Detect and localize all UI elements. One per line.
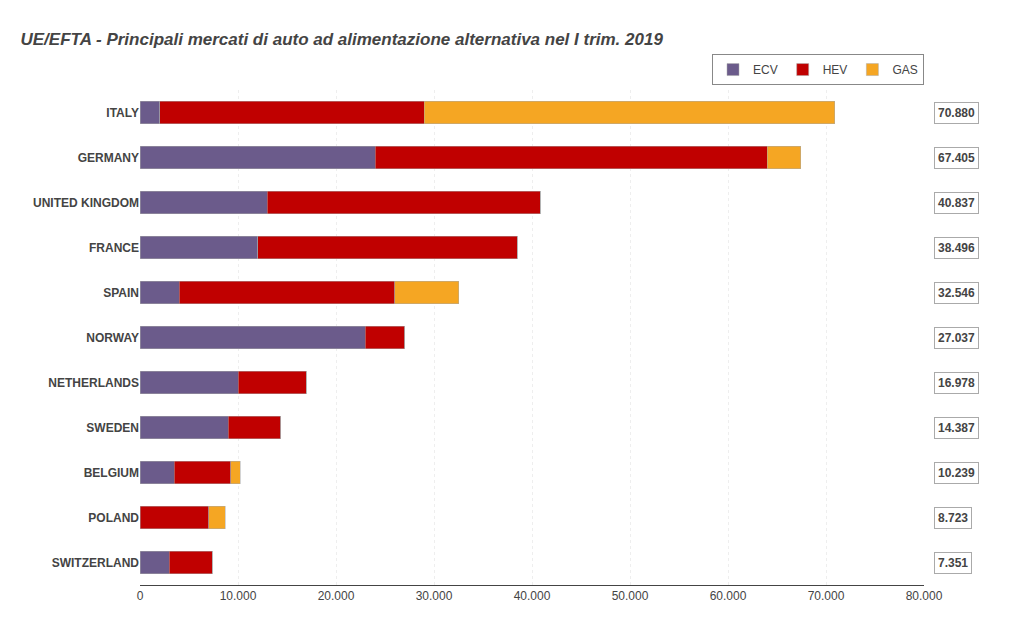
svg-text:POLAND: POLAND bbox=[88, 511, 139, 525]
svg-text:14.387: 14.387 bbox=[938, 421, 975, 435]
svg-text:20.000: 20.000 bbox=[318, 589, 355, 603]
svg-text:FRANCE: FRANCE bbox=[89, 241, 139, 255]
svg-text:50.000: 50.000 bbox=[612, 589, 649, 603]
svg-text:NORWAY: NORWAY bbox=[86, 331, 139, 345]
svg-text:16.978: 16.978 bbox=[938, 376, 975, 390]
svg-text:NETHERLANDS: NETHERLANDS bbox=[48, 376, 139, 390]
svg-text:32.546: 32.546 bbox=[938, 286, 975, 300]
svg-text:80.000: 80.000 bbox=[906, 589, 943, 603]
svg-text:ITALY: ITALY bbox=[106, 106, 139, 120]
svg-text:38.496: 38.496 bbox=[938, 241, 975, 255]
svg-text:27.037: 27.037 bbox=[938, 331, 975, 345]
svg-text:67.405: 67.405 bbox=[938, 151, 975, 165]
svg-text:UE/EFTA - Principali mercati d: UE/EFTA - Principali mercati di auto ad … bbox=[20, 30, 663, 49]
svg-text:SWITZERLAND: SWITZERLAND bbox=[52, 556, 140, 570]
svg-text:10.000: 10.000 bbox=[220, 589, 257, 603]
svg-text:SPAIN: SPAIN bbox=[103, 286, 139, 300]
svg-text:7.351: 7.351 bbox=[938, 556, 968, 570]
svg-text:GAS: GAS bbox=[892, 63, 917, 77]
svg-text:ECV: ECV bbox=[753, 63, 778, 77]
svg-text:GERMANY: GERMANY bbox=[78, 151, 139, 165]
svg-text:70.000: 70.000 bbox=[808, 589, 845, 603]
svg-text:SWEDEN: SWEDEN bbox=[86, 421, 139, 435]
svg-text:40.000: 40.000 bbox=[514, 589, 551, 603]
svg-text:40.837: 40.837 bbox=[938, 196, 975, 210]
svg-text:8.723: 8.723 bbox=[938, 511, 968, 525]
svg-text:60.000: 60.000 bbox=[710, 589, 747, 603]
svg-text:10.239: 10.239 bbox=[938, 466, 975, 480]
svg-text:HEV: HEV bbox=[823, 63, 848, 77]
svg-text:BELGIUM: BELGIUM bbox=[84, 466, 139, 480]
svg-text:UNITED KINGDOM: UNITED KINGDOM bbox=[33, 196, 139, 210]
svg-text:70.880: 70.880 bbox=[938, 106, 975, 120]
svg-text:30.000: 30.000 bbox=[416, 589, 453, 603]
svg-text:0: 0 bbox=[137, 589, 144, 603]
